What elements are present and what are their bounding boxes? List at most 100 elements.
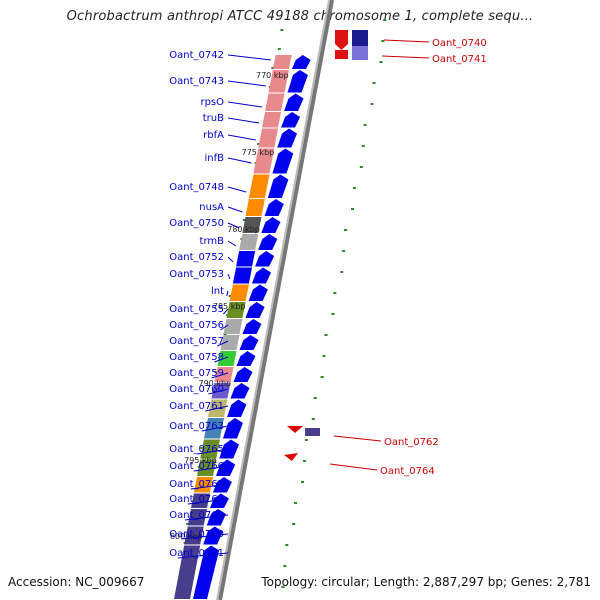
forward-gene-arrow[interactable] [215,459,236,477]
genome-backbone-shadow [216,0,330,600]
forward-gene-arrow[interactable] [277,128,298,148]
leader-line [220,324,229,331]
gene-label[interactable]: lnt [211,286,224,297]
forward-gene-arrow[interactable] [222,418,243,439]
cog-block [193,477,213,493]
cog-block [268,70,289,93]
gene-label[interactable]: Oant_0765 [169,444,224,455]
gene-label[interactable]: Oant_0763 [169,421,224,432]
gene-label[interactable]: trmB [200,236,225,247]
leader-line [214,356,229,363]
cog-block [253,148,275,174]
gene-label[interactable]: Oant_0762 [384,437,439,448]
gene-label[interactable]: Oant_0742 [169,50,224,61]
gene-label[interactable]: rpsO [200,97,224,108]
gene-label[interactable]: Oant_0755 [169,304,224,315]
gene-label[interactable]: Oant_0741 [432,54,487,65]
gene-label[interactable]: infB [205,153,225,164]
gene-label[interactable]: Oant_0760 [169,384,224,395]
leader-line [329,463,378,471]
gene-label[interactable]: Oant_0769 [169,510,224,521]
gene-label[interactable]: Oant_0753 [169,269,224,280]
scale-label: 785 kbp [213,302,246,311]
forward-gene-arrow[interactable] [272,148,294,174]
gene-label[interactable]: Oant_0743 [169,76,224,87]
cog-block [187,509,207,526]
forward-gene-arrow[interactable] [239,335,259,350]
leader-line [226,290,229,297]
reverse-gene-oant-0741[interactable] [335,50,348,59]
gene-label[interactable]: Oant_0750 [169,218,224,229]
gene-label[interactable]: Oant_0768 [169,494,224,505]
leader-line [227,54,271,61]
forward-gene-arrow[interactable] [209,493,229,509]
gene-label[interactable]: Oant_0757 [169,336,224,347]
gene-label[interactable]: rbfA [203,130,224,141]
forward-gene-arrow[interactable] [193,545,220,600]
gene-label[interactable]: Oant_0759 [169,368,224,379]
forward-gene-arrow[interactable] [226,399,247,418]
gene-label[interactable]: Oant_0764 [380,466,435,477]
leader-line [383,39,430,43]
reverse-gene-oant-0762[interactable] [287,426,303,433]
reverse-gene-oant-0764[interactable] [284,453,298,461]
leader-line [201,425,229,432]
forward-gene-arrow[interactable] [206,509,226,526]
genome-backbone [218,0,334,600]
scale-label: 795 kbp [184,456,217,465]
leader-line [227,240,237,247]
forward-gene-arrow[interactable] [230,383,250,399]
gene-label[interactable]: Oant_0752 [169,252,224,263]
cog-block [223,319,243,334]
reverse-gene-cluster-top [335,30,368,60]
leader-line [181,533,229,540]
scale-labels: 770 kbp 775 kbp 780 kbp 785 kbp 790 kbp 795 k… [170,71,289,541]
leader-line [227,134,256,141]
forward-gene-arrow[interactable] [233,367,253,382]
gene-label[interactable]: Oant_0740 [432,38,487,49]
gene-label[interactable]: truB [203,113,224,124]
forward-gene-arrow[interactable] [267,174,289,199]
cog-block-oant-0762 [305,428,320,436]
cog-block [265,93,285,111]
forward-gene-arrow[interactable] [284,93,304,112]
cog-block [217,351,237,366]
cog-block [174,545,201,599]
cog-block [272,55,292,69]
cog-block [200,439,220,459]
cog-blocks [174,55,292,599]
forward-gene-arrow[interactable] [258,234,278,250]
leader-line [227,101,263,108]
forward-gene-arrow[interactable] [236,351,256,366]
gene-label[interactable]: Oant_0748 [169,182,224,193]
cog-block-oant-0741 [352,46,368,60]
forward-gene-arrow[interactable] [291,55,311,69]
leader-line [227,157,252,164]
gene-label[interactable]: Oant_0758 [169,352,224,363]
gene-label[interactable]: Oant_0766 [169,461,224,472]
gene-label[interactable]: Oant_0767 [169,479,224,490]
forward-gene-arrow[interactable] [261,217,281,233]
accession-text: Accession: NC_009667 [8,575,145,589]
leader-line [227,206,243,213]
cog-block [262,112,282,128]
gene-label[interactable]: Oant_0770 [169,529,224,540]
forward-gene-arrow[interactable] [281,112,301,128]
cog-block [245,199,265,216]
forward-gene-arrow[interactable] [242,319,262,334]
forward-gene-arrow[interactable] [219,439,239,459]
gene-label[interactable]: Oant_0756 [169,320,224,331]
gene-label[interactable]: Oant_0771 [169,548,224,559]
forward-gene-arrow[interactable] [245,302,265,318]
cog-block [236,251,256,267]
forward-gene-arrow[interactable] [248,284,268,302]
cog-block [232,267,253,284]
gene-label[interactable]: Oant_0761 [169,401,224,412]
reverse-gene-oant-0740[interactable] [335,30,348,44]
forward-gene-arrow[interactable] [264,199,284,216]
forward-gene-arrow[interactable] [251,267,272,284]
forward-gene-arrow[interactable] [255,251,275,267]
forward-gene-arrow[interactable] [287,70,308,93]
gene-label[interactable]: nusA [199,202,224,213]
